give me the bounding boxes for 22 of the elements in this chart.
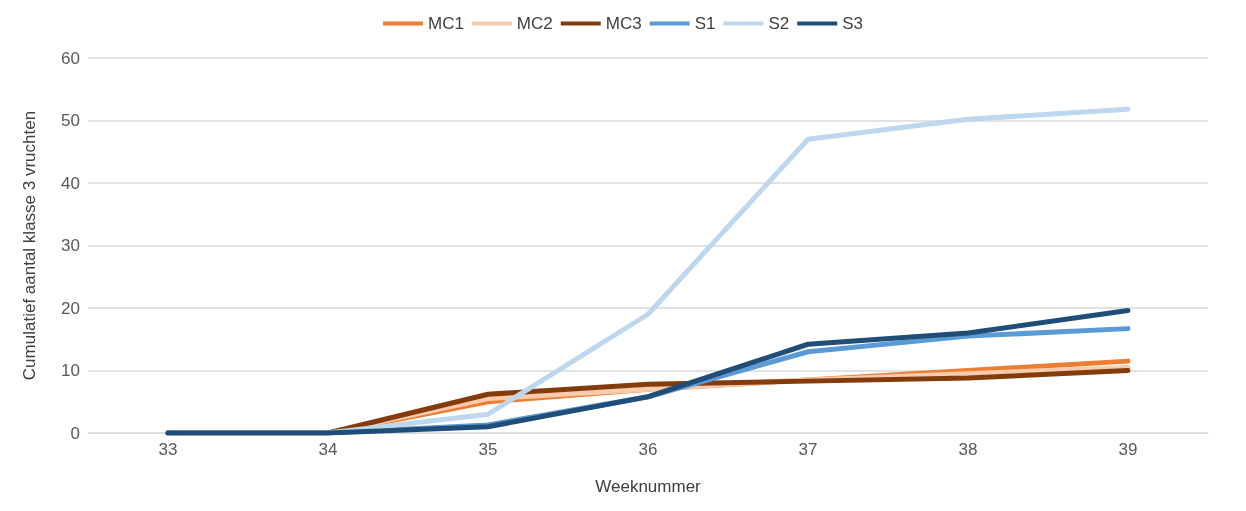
x-tick-label: 33 [158,440,178,459]
y-axis-title: Cumulatief aantal klasse 3 vruchten [20,110,39,381]
y-tick-label: 50 [61,111,80,130]
x-tick-label: 39 [1118,440,1138,459]
legend-label: S3 [842,14,864,33]
y-tick-label: 60 [61,48,80,68]
x-tick-label: 37 [798,440,818,459]
x-tick-label: 34 [318,440,338,459]
x-tick-label: 38 [958,440,978,459]
y-tick-label: 10 [61,361,80,380]
x-axis-title: Weeknummer [595,477,702,496]
legend-label: S2 [768,14,790,33]
legend-label: S1 [694,14,716,33]
y-tick-label: 20 [61,298,80,318]
x-tick-label: 35 [478,440,498,459]
x-tick-label: 36 [638,440,658,459]
y-tick-label: 0 [70,423,80,443]
legend-label: MC1 [427,14,464,33]
y-tick-label: 30 [61,236,80,255]
legend-label: MC2 [516,14,553,33]
y-tick-label: 40 [61,173,80,193]
legend-label: MC3 [605,14,642,33]
